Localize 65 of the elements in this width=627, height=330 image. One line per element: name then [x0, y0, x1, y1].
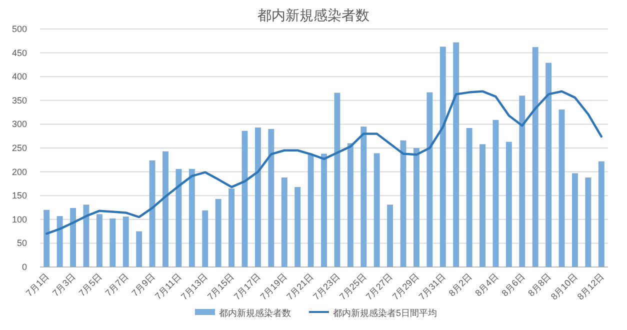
bar: [308, 154, 314, 267]
y-tick-label: 200: [12, 166, 27, 177]
bar: [281, 178, 288, 267]
y-tick-label: 150: [12, 190, 27, 201]
bar: [321, 154, 327, 267]
bar: [110, 218, 116, 267]
bar: [347, 143, 354, 267]
bar: [162, 151, 168, 267]
bar: [242, 130, 248, 267]
bar: [268, 128, 274, 267]
bar: [440, 46, 446, 267]
x-tick-label: 7月7日: [103, 271, 130, 298]
y-tick-label: 350: [12, 95, 27, 106]
x-tick-label: 7月3日: [50, 271, 78, 298]
x-tick-label: 8月6日: [500, 271, 527, 298]
bar: [122, 216, 129, 267]
y-tick-label: 450: [12, 48, 27, 58]
bar: [202, 210, 208, 267]
chart-title: 都内新規感染者数: [258, 7, 370, 23]
bar: [360, 126, 367, 267]
bar: [532, 47, 538, 267]
bar: [506, 142, 512, 267]
bar: [558, 109, 565, 267]
y-tick-label: 0: [22, 262, 27, 272]
bar: [519, 96, 526, 267]
bar: [294, 187, 301, 267]
line-series: [45, 90, 603, 235]
bar: [215, 198, 222, 267]
x-tick-label: 8月4日: [473, 271, 500, 298]
bar: [426, 92, 433, 267]
x-tick-label: 7月5日: [76, 271, 104, 298]
bar: [254, 128, 261, 267]
bar: [572, 173, 578, 267]
bar: [466, 128, 472, 267]
bar: [228, 188, 235, 267]
y-tick-label: 50: [16, 238, 27, 248]
bar: [176, 168, 182, 267]
bar: [334, 92, 340, 267]
bar: [96, 214, 102, 267]
bar: [70, 208, 76, 267]
bar: [136, 231, 142, 267]
x-tick-label: 8月2日: [446, 271, 474, 298]
bar: [188, 168, 195, 267]
y-tick-label: 100: [12, 214, 27, 224]
bar: [546, 62, 552, 267]
bar: [492, 120, 499, 267]
legend-label: 都内新規感染者5日間平均: [333, 308, 438, 318]
x-tick-label: 7月1日: [24, 271, 52, 298]
bar: [374, 153, 380, 267]
bar: [400, 140, 406, 267]
y-tick-label: 500: [12, 24, 27, 34]
y-tick-label: 250: [12, 143, 27, 153]
bar: [598, 161, 604, 267]
bar: [413, 148, 420, 267]
x-tick-label: 7月9日: [130, 271, 157, 298]
legend-label: 都内新規感染者数: [219, 308, 291, 318]
bar: [480, 144, 486, 267]
y-tick-label: 400: [12, 72, 27, 82]
y-tick-label: 300: [12, 119, 27, 130]
bar: [453, 42, 460, 267]
bar: [149, 160, 156, 267]
bar: [56, 216, 63, 267]
bar: [387, 204, 394, 267]
bar: [585, 178, 592, 267]
bar: [44, 210, 50, 267]
